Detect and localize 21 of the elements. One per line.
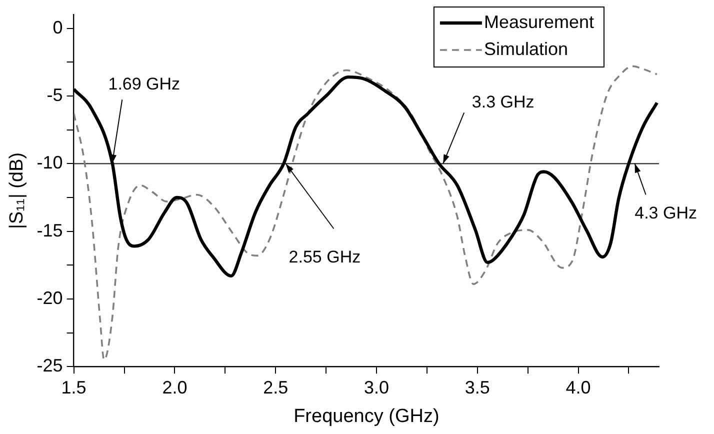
annotation: 2.55 GHz [288, 247, 361, 266]
x-tick-label: 2.5 [263, 377, 288, 398]
annotation: 1.69 GHz [108, 74, 180, 94]
x-tick-label: 3.0 [364, 377, 390, 398]
y-axis-title: |S₁₁| (dB) [6, 152, 28, 229]
x-tick-label: 4.0 [566, 377, 591, 398]
annotation: 3.3 GHz [472, 92, 534, 112]
line-series [74, 65, 658, 361]
x-tick-label: 3.5 [464, 377, 490, 398]
annotation: 4.3 GHz [634, 203, 697, 222]
y-tick-label: -15 [36, 220, 63, 240]
x-axis-title: Frequency (GHz) [294, 406, 440, 427]
x-tick-label: 1.5 [61, 377, 86, 398]
y-tick-label: -20 [36, 288, 63, 308]
y-tick-label: 0 [52, 17, 63, 38]
y-tick-label: -25 [36, 356, 63, 376]
legend-label: Simulation [484, 38, 568, 59]
y-tick-label: -10 [36, 152, 63, 173]
legend-label: Measurement [484, 12, 594, 32]
y-tick-label: -5 [46, 84, 63, 105]
x-tick-label: 2.0 [162, 377, 188, 398]
